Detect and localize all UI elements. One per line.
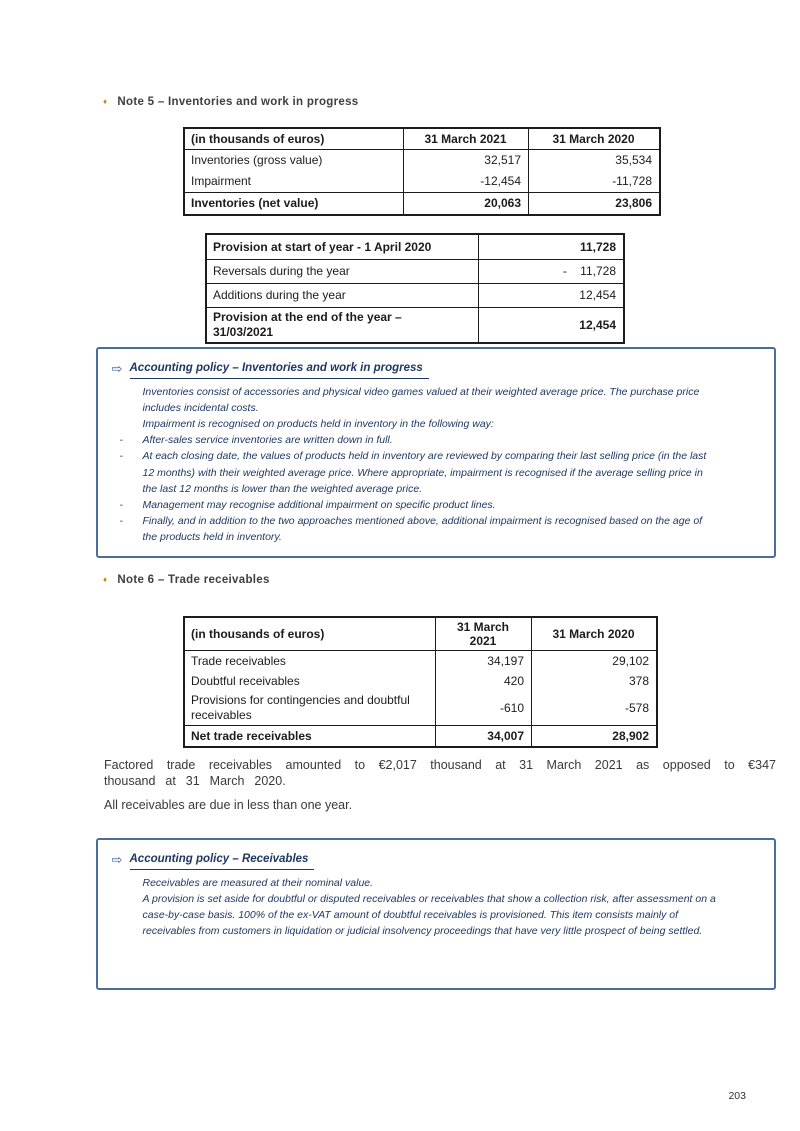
dash-bullet: - (119, 434, 124, 447)
row-label: Reversals during the year (205, 259, 479, 284)
policy-title: Accounting policy – Receivables (129, 852, 315, 870)
table-total-row: Inventories (net value) 20,063 23,806 (183, 191, 661, 215)
arrow-right-icon: ⇨ (111, 852, 123, 867)
provision-movement-table: Provision at start of year - 1 April 202… (205, 233, 625, 344)
row-label: Impairment (183, 170, 404, 192)
cell-value: -610 (435, 690, 532, 725)
note5-title: Note 5 – Inventories and work in progres… (117, 96, 359, 108)
arrow-right-icon: ⇨ (111, 361, 123, 376)
table-row: Reversals during the year - 11,728 (205, 259, 625, 284)
row-label: Net trade receivables (183, 724, 436, 747)
table-row: Inventories (gross value) 32,517 35,534 (183, 149, 661, 170)
inventories-table: (in thousands of euros) 31 March 2021 31… (183, 127, 661, 216)
policy-paragraph: Impairment is recognised on products hel… (142, 417, 494, 430)
table-row: Trade receivables 34,197 29,102 (183, 650, 658, 671)
policy-paragraph: Inventories consist of accessories and p… (142, 385, 700, 414)
note6-title: Note 6 – Trade receivables (117, 574, 270, 586)
row-label: Provisions for contingencies and doubtfu… (183, 690, 436, 725)
column-header: (in thousands of euros) (183, 128, 404, 150)
accounting-policy-box-receivables: ⇨ Accounting policy – Receivables Receiv… (96, 838, 776, 990)
cell-value: 34,197 (435, 650, 532, 671)
accounting-policy-box-inventories: ⇨ Accounting policy – Inventories and wo… (96, 347, 776, 558)
diamond-bullet-icon: ♦ (103, 97, 108, 106)
policy-heading: ⇨ Accounting policy – Inventories and wo… (112, 361, 761, 379)
table-header-row: (in thousands of euros) 31 March 2021 31… (183, 128, 661, 150)
note6-heading: ♦ Note 6 – Trade receivables (103, 574, 270, 586)
diamond-bullet-icon: ♦ (103, 575, 108, 584)
policy-paragraph: Receivables are measured at their nomina… (142, 876, 374, 889)
column-header: 31 March 2020 (531, 617, 658, 651)
row-label: Provision at the end of the year – 31/03… (205, 307, 479, 343)
column-header: (in thousands of euros) (183, 617, 436, 651)
cell-value: - 11,728 (478, 259, 625, 284)
table-header-row: (in thousands of euros) 31 March 2021 31… (183, 617, 658, 651)
cell-value: -12,454 (403, 170, 529, 192)
cell-value: 12,454 (478, 283, 625, 308)
cell-value: 28,902 (531, 724, 658, 747)
cell-value: -11,728 (528, 170, 661, 192)
cell-value: 29,102 (531, 650, 658, 671)
policy-list-item: - At each closing date, the values of pr… (120, 448, 775, 497)
row-label: Inventories (net value) (183, 191, 404, 215)
policy-heading: ⇨ Accounting policy – Receivables (112, 852, 761, 870)
cell-value: -578 (531, 690, 658, 725)
column-header: 31 March 2020 (528, 128, 661, 150)
policy-title: Accounting policy – Inventories and work… (129, 361, 429, 379)
body-paragraph-factored: Factored trade receivables amounted to €… (104, 758, 776, 788)
column-header: 31 March 2021 (403, 128, 529, 150)
cell-value: 35,534 (528, 149, 661, 170)
cell-value: 11,728 (478, 234, 625, 260)
table-total-row: Provision at the end of the year – 31/03… (205, 307, 625, 343)
cell-value: 20,063 (403, 191, 529, 215)
cell-value: 420 (435, 670, 532, 691)
table-row: Additions during the year 12,454 (205, 283, 625, 308)
row-label: Doubtful receivables (183, 670, 436, 691)
cell-value: 34,007 (435, 724, 532, 747)
table-row: Provision at start of year - 1 April 202… (205, 234, 625, 260)
policy-list-item: - After-sales service inventories are wr… (120, 432, 775, 448)
policy-paragraph: A provision is set aside for doubtful or… (142, 892, 716, 938)
row-label: Trade receivables (183, 650, 436, 671)
dash-bullet: - (119, 515, 124, 528)
dash-bullet: - (119, 450, 124, 463)
trade-receivables-table: (in thousands of euros) 31 March 2021 31… (183, 616, 658, 748)
policy-list-item: - Management may recognise additional im… (120, 497, 775, 513)
cell-value: 378 (531, 670, 658, 691)
policy-list-item: - Finally, and in addition to the two ap… (120, 513, 775, 545)
table-row: Impairment -12,454 -11,728 (183, 170, 661, 192)
cell-value: 32,517 (403, 149, 529, 170)
row-label: Inventories (gross value) (183, 149, 404, 170)
dash-bullet: - (119, 498, 124, 511)
body-paragraph-due: All receivables are due in less than one… (104, 798, 353, 812)
row-label: Provision at start of year - 1 April 202… (205, 234, 479, 260)
column-header: 31 March 2021 (435, 617, 532, 651)
row-label: Additions during the year (205, 283, 479, 308)
table-total-row: Net trade receivables 34,007 28,902 (183, 724, 658, 747)
cell-value: 12,454 (478, 307, 625, 343)
page-number: 203 (728, 1090, 746, 1102)
cell-value: 23,806 (528, 191, 661, 215)
note5-heading: ♦ Note 5 – Inventories and work in progr… (103, 96, 358, 108)
table-row: Provisions for contingencies and doubtfu… (183, 690, 658, 725)
table-row: Doubtful receivables 420 378 (183, 670, 658, 691)
